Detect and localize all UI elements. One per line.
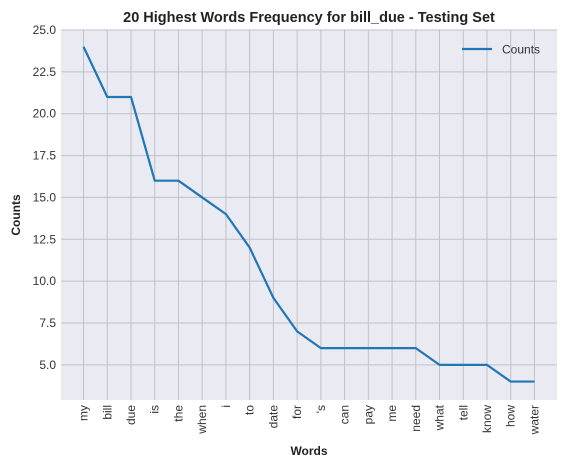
x-tick-label: for — [290, 405, 304, 419]
x-tick-label: is — [148, 405, 162, 414]
legend: Counts — [462, 43, 540, 57]
chart-title: 20 Highest Words Frequency for bill_due … — [123, 10, 495, 26]
y-tick-label: 22.5 — [33, 65, 57, 79]
y-tick-label: 10.0 — [33, 274, 57, 288]
x-tick-label: my — [77, 405, 91, 421]
y-tick-label: 5.0 — [39, 358, 56, 372]
x-tick-label: need — [409, 405, 423, 432]
x-tick-label: due — [124, 405, 138, 425]
x-tick-label: i — [219, 405, 233, 408]
x-tick-label: 's — [314, 405, 328, 413]
grid-lines — [61, 29, 557, 400]
x-tick-label: bill — [100, 405, 114, 420]
x-tick-label: know — [480, 405, 494, 433]
x-tick-label: how — [504, 405, 518, 427]
x-axis-ticks: my bill due is the when i to date for 's can pay me ne… — [77, 404, 542, 435]
x-axis-label: Words — [290, 444, 327, 458]
y-tick-label: 17.5 — [33, 149, 57, 163]
y-axis-label: Counts — [9, 194, 23, 236]
legend-label: Counts — [502, 43, 540, 57]
x-tick-label: tell — [456, 405, 470, 420]
x-tick-label: pay — [361, 405, 375, 424]
y-tick-label: 25.0 — [33, 23, 57, 37]
x-tick-label: what — [433, 404, 447, 431]
x-tick-label: me — [385, 405, 399, 422]
x-tick-label: water — [527, 405, 541, 435]
y-tick-label: 7.5 — [39, 316, 56, 330]
y-tick-label: 15.0 — [33, 190, 57, 204]
x-tick-label: can — [338, 405, 352, 424]
y-tick-label: 20.0 — [33, 107, 57, 121]
x-tick-label: when — [195, 405, 209, 435]
x-tick-label: the — [171, 405, 185, 422]
plot-area — [61, 30, 557, 400]
y-axis-ticks: 5.0 7.5 10.0 12.5 15.0 17.5 20.0 22.5 25.0 — [33, 23, 57, 372]
x-tick-label: to — [243, 405, 257, 415]
y-tick-label: 12.5 — [33, 232, 57, 246]
x-tick-label: date — [266, 405, 280, 429]
series-line-counts — [82, 46, 535, 383]
